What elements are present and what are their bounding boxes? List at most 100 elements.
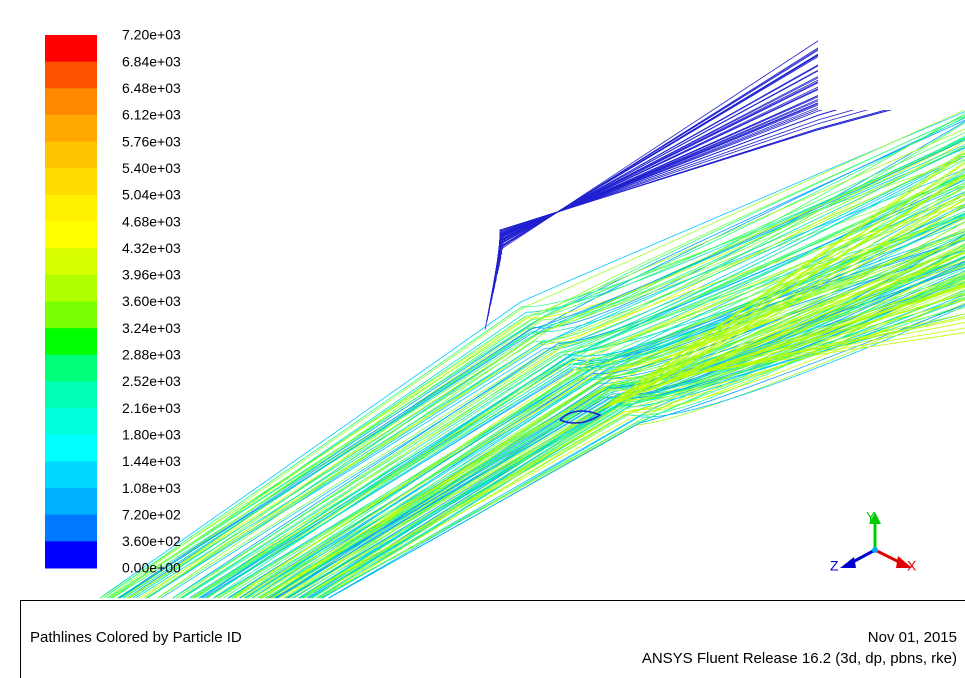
pathline <box>112 113 965 599</box>
pathline <box>278 271 965 599</box>
pathline <box>194 183 965 599</box>
colorbar-swatch <box>45 514 97 542</box>
colorbar-label: 5.76e+03 <box>122 133 181 149</box>
pathline <box>132 144 965 599</box>
pathline <box>135 146 965 599</box>
colorbar-swatch <box>45 88 97 116</box>
colorbar-swatch <box>45 461 97 489</box>
colorbar-swatch <box>45 61 97 89</box>
colorbar-label: 2.16e+03 <box>122 400 181 416</box>
colorbar-label: 6.12e+03 <box>122 107 181 123</box>
colorbar-label: 3.60e+02 <box>122 533 181 549</box>
pathline <box>218 212 965 599</box>
axis-label-z: Z <box>830 558 839 574</box>
viewport: 7.20e+03 6.84e+03 6.48e+03 6.12e+03 5.76e+03… <box>45 0 965 599</box>
colorbar-label: 7.20e+03 <box>122 27 181 43</box>
colorbar-swatch <box>45 301 97 329</box>
pathline <box>99 111 965 599</box>
colorbar-swatch <box>45 408 97 436</box>
colorbar-swatch <box>45 141 97 169</box>
colorbar-swatch <box>45 35 97 63</box>
colorbar-swatch <box>45 274 97 302</box>
pathline <box>620 191 965 402</box>
pathline <box>302 273 965 599</box>
colorbar-swatch <box>45 541 97 569</box>
pathline <box>146 147 965 599</box>
pathline <box>231 210 965 599</box>
pathline <box>100 115 965 599</box>
pathline <box>686 322 965 376</box>
colorbar-label: 2.52e+03 <box>122 373 181 389</box>
colorbar-label: 3.60e+03 <box>122 293 181 309</box>
pathline <box>199 197 965 599</box>
pathline <box>172 159 965 599</box>
pathline <box>103 138 965 599</box>
pathline <box>611 173 965 406</box>
pathline <box>287 278 965 599</box>
pathline <box>277 266 965 599</box>
colorbar-swatch <box>45 434 97 462</box>
colorbar-label: 2.88e+03 <box>122 347 181 363</box>
pathline <box>688 327 965 375</box>
colorbar-label: 5.04e+03 <box>122 187 181 203</box>
pathline <box>192 203 965 599</box>
pathline <box>643 236 965 393</box>
pathline <box>299 286 965 599</box>
pathline <box>627 205 965 400</box>
footer-date: Nov 01, 2015 <box>867 629 957 646</box>
pathline <box>157 169 965 599</box>
colorbar-swatch <box>45 381 97 409</box>
pathline <box>298 288 965 599</box>
pathline <box>617 185 965 404</box>
colorbar-swatch <box>45 488 97 516</box>
pathline <box>663 276 965 385</box>
pathline <box>605 161 965 408</box>
colorbar-label: 6.84e+03 <box>122 53 181 69</box>
pathline <box>127 121 965 599</box>
pathline <box>559 410 602 424</box>
colorbar-swatch <box>45 221 97 249</box>
pathline <box>106 109 965 599</box>
pathline <box>193 187 965 599</box>
colorbar-swatch <box>45 328 97 356</box>
colorbar-label: 1.80e+03 <box>122 426 181 442</box>
pathline <box>646 242 965 392</box>
pathline <box>120 132 965 599</box>
pathline <box>182 177 965 599</box>
footer-title: Pathlines Colored by Particle ID <box>30 629 242 646</box>
colorbar-label: 5.40e+03 <box>122 160 181 176</box>
pathline <box>157 177 965 599</box>
pathline <box>651 252 965 390</box>
pathline <box>647 245 965 392</box>
pathline <box>213 215 965 599</box>
axis-triad: Y X Z <box>830 509 917 574</box>
pathline <box>671 292 965 382</box>
pathline <box>145 174 965 599</box>
pathline <box>145 153 965 599</box>
pathline <box>654 257 965 389</box>
pathline <box>122 128 965 599</box>
pathline <box>239 239 965 599</box>
pathline <box>118 117 965 599</box>
clip-region <box>818 0 965 110</box>
colorbar-label: 4.68e+03 <box>122 213 181 229</box>
pathline <box>665 280 965 385</box>
pathline <box>601 153 965 410</box>
axis-label-y: Y <box>866 509 876 525</box>
pathline <box>298 263 965 599</box>
pathline <box>110 116 965 599</box>
pathline <box>635 221 965 396</box>
pathline <box>624 198 965 401</box>
colorbar-swatch <box>45 168 97 196</box>
pathline <box>284 246 965 599</box>
colorbar-swatch <box>45 354 97 382</box>
colorbar-label: 1.08e+03 <box>122 480 181 496</box>
colorbar: 7.20e+03 6.84e+03 6.48e+03 6.12e+03 5.76e+03… <box>45 27 181 576</box>
colorbar-label: 3.96e+03 <box>122 267 181 283</box>
pathline <box>145 154 965 599</box>
pathline <box>319 295 965 599</box>
pathline <box>621 193 965 402</box>
colorbar-label: 7.20e+02 <box>122 506 181 522</box>
pathline <box>674 299 965 381</box>
colorbar-label: 4.32e+03 <box>122 240 181 256</box>
